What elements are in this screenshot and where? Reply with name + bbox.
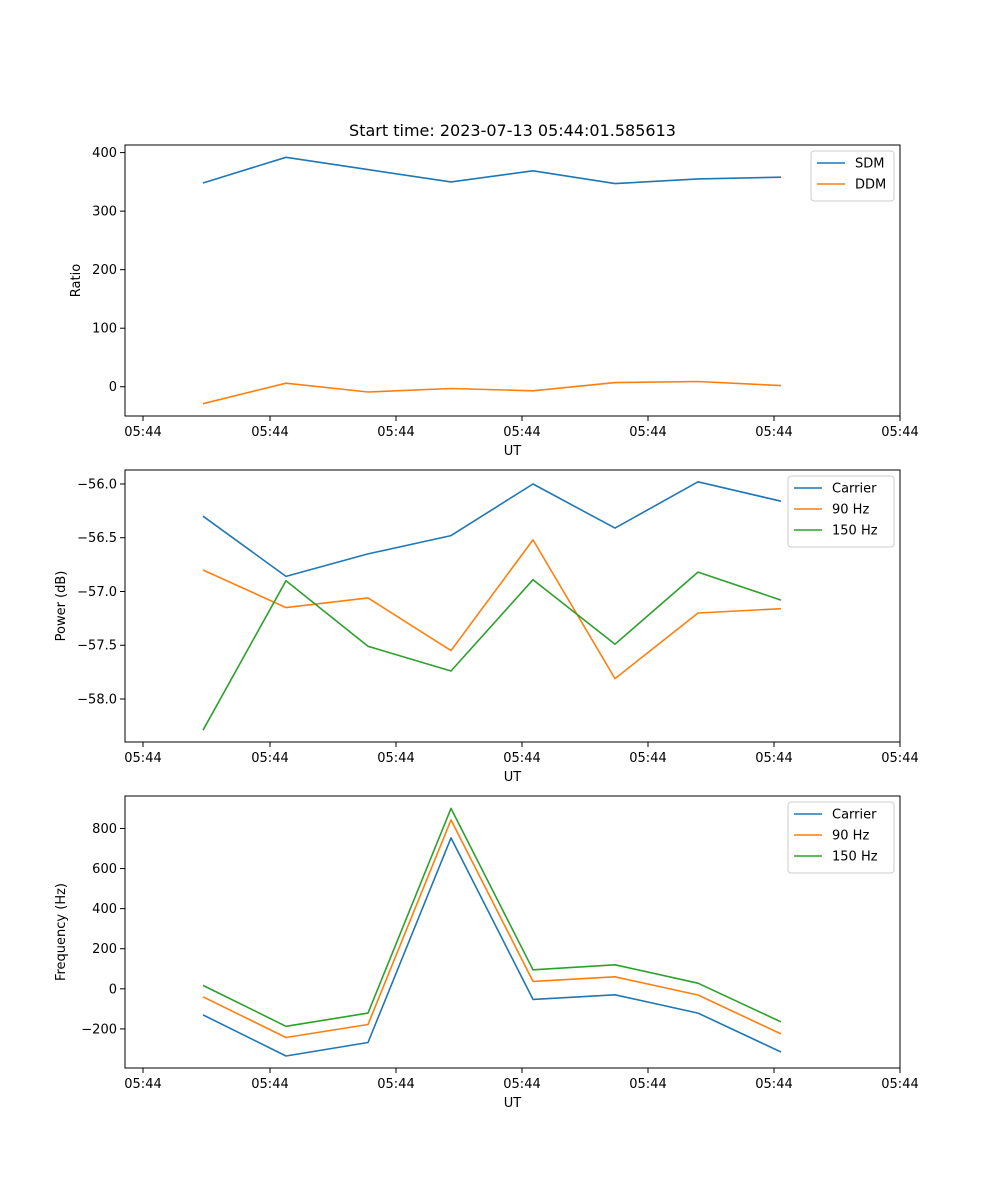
y-tick-label: 400 xyxy=(92,146,117,161)
legend-label: Carrier xyxy=(832,482,877,497)
legend: Carrier 90 Hz 150 Hz xyxy=(787,475,895,548)
series-line-sdm xyxy=(202,156,782,185)
x-tick-label: 05:44 xyxy=(251,1077,288,1092)
x-tick-label: 05:44 xyxy=(755,425,792,440)
legend-label: 90 Hz xyxy=(832,503,869,518)
series-line-carrier xyxy=(202,837,782,1057)
y-axis-label: Power (dB) xyxy=(54,571,69,642)
x-tick-label: 05:44 xyxy=(881,1077,918,1092)
y-tick-label: −200 xyxy=(81,1022,117,1037)
y-tick-label: −58.0 xyxy=(77,692,117,707)
x-tick-label: 05:44 xyxy=(377,751,414,766)
series-line-150-hz xyxy=(202,807,782,1028)
charts-container: 05:44 05:44 05:44 05:44 05:44 05:44 05:44 0 100 2… xyxy=(54,144,919,1111)
y-tick-label: 100 xyxy=(92,322,117,337)
x-tick-label: 05:44 xyxy=(377,425,414,440)
chart-panel-2: 05:44 05:44 05:44 05:44 05:44 05:44 05:44 −56.0… xyxy=(54,469,919,785)
plot-frame xyxy=(124,795,901,1069)
plot-frame xyxy=(124,144,901,417)
x-tick-label: 05:44 xyxy=(251,425,288,440)
x-tick-label: 05:44 xyxy=(124,751,161,766)
y-tick-label: −56.5 xyxy=(77,531,117,546)
x-tick-label: 05:44 xyxy=(503,751,540,766)
legend-label: Carrier xyxy=(832,808,877,823)
x-tick-label: 05:44 xyxy=(755,1077,792,1092)
x-tick-label: 05:44 xyxy=(124,1077,161,1092)
plot-frame xyxy=(124,469,901,743)
y-tick-label: −56.0 xyxy=(77,477,117,492)
y-tick-label: 400 xyxy=(92,902,117,917)
x-tick-label: 05:44 xyxy=(881,751,918,766)
x-tick-label: 05:44 xyxy=(629,751,666,766)
series-line-90-hz xyxy=(202,539,782,680)
y-axis-label: Frequency (Hz) xyxy=(54,883,69,981)
x-tick-label: 05:44 xyxy=(124,425,161,440)
series-line-ddm xyxy=(202,380,782,405)
x-tick-label: 05:44 xyxy=(881,425,918,440)
legend-label: 90 Hz xyxy=(832,829,869,844)
legend-label: 150 Hz xyxy=(832,850,878,865)
series-line-carrier xyxy=(202,480,782,578)
y-axis-label: Ratio xyxy=(69,264,84,297)
legend-label: SDM xyxy=(855,157,884,172)
x-tick-label: 05:44 xyxy=(377,1077,414,1092)
x-tick-label: 05:44 xyxy=(503,425,540,440)
chart-panel-1: 05:44 05:44 05:44 05:44 05:44 05:44 05:44 0 100 2… xyxy=(69,144,919,459)
x-tick-label: 05:44 xyxy=(629,1077,666,1092)
x-axis-label: UT xyxy=(504,770,522,785)
figure-title: Start time: 2023-07-13 05:44:01.585613 xyxy=(349,121,676,140)
x-axis-label: UT xyxy=(504,1096,522,1111)
y-tick-label: −57.5 xyxy=(77,639,117,654)
legend-label: DDM xyxy=(855,178,886,193)
y-tick-label: 0 xyxy=(109,982,117,997)
x-tick-label: 05:44 xyxy=(251,751,288,766)
y-tick-label: 600 xyxy=(92,862,117,877)
y-tick-label: 800 xyxy=(92,822,117,837)
series-line-90-hz xyxy=(202,819,782,1039)
series-line-150-hz xyxy=(202,571,782,731)
legend: SDM DDM xyxy=(810,150,895,202)
y-tick-label: 300 xyxy=(92,205,117,220)
y-tick-label: 0 xyxy=(109,380,117,395)
legend-label: 150 Hz xyxy=(832,524,878,539)
y-tick-label: −57.0 xyxy=(77,585,117,600)
y-tick-label: 200 xyxy=(92,942,117,957)
chart-panel-3: 05:44 05:44 05:44 05:44 05:44 05:44 05:44 −200 0… xyxy=(54,795,919,1111)
x-tick-label: 05:44 xyxy=(503,1077,540,1092)
x-axis-label: UT xyxy=(504,444,522,459)
legend: Carrier 90 Hz 150 Hz xyxy=(787,801,895,874)
x-tick-label: 05:44 xyxy=(629,425,666,440)
y-tick-label: 200 xyxy=(92,263,117,278)
x-tick-label: 05:44 xyxy=(755,751,792,766)
